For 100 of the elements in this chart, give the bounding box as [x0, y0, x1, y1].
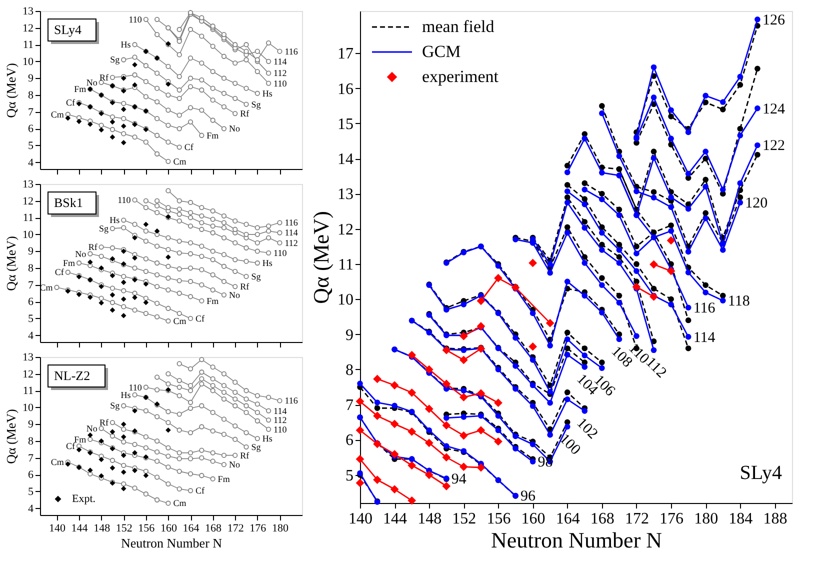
y-tick-label: 10 — [22, 402, 34, 414]
annotation: Rf — [240, 282, 250, 292]
annotation: SLy4 — [740, 462, 782, 484]
y-tick-label: 7 — [28, 106, 34, 118]
annotation: 114 — [284, 228, 298, 238]
annotation: 94 — [451, 471, 467, 488]
annotation: 122 — [762, 138, 785, 154]
x-tick-label: 164 — [556, 510, 580, 528]
y-tick-label: 17 — [338, 46, 354, 63]
annotation: Cf — [184, 142, 194, 152]
annotation: 110 — [128, 382, 142, 392]
annotation: Fm — [74, 434, 86, 444]
x-tick-label: 164 — [182, 522, 200, 534]
annotation: 112 — [274, 415, 287, 426]
x-tick-label: 176 — [250, 522, 267, 534]
y-tick-label: 8 — [28, 90, 34, 102]
y-tick-label: 16 — [338, 80, 354, 98]
annotation: Hs — [262, 258, 273, 268]
y-axis-title: Qα (MeV) — [4, 63, 18, 118]
x-tick-label: 160 — [521, 510, 546, 528]
annotation: 120 — [745, 196, 768, 212]
annotation: Sg — [251, 271, 262, 282]
x-tick-label: 168 — [205, 522, 222, 534]
y-tick-label: 8 — [346, 362, 354, 379]
y-tick-label: 5 — [346, 467, 354, 484]
annotation: Hs — [110, 215, 120, 226]
y-tick-label: 11 — [22, 385, 34, 398]
annotation: Cm — [173, 498, 186, 508]
y-tick-label: 11 — [338, 256, 354, 274]
annotation: 110 — [274, 424, 288, 434]
x-tick-label: 180 — [272, 522, 289, 534]
x-tick-label: 156 — [486, 510, 511, 528]
y-tick-label: 5 — [28, 486, 34, 498]
y-axis-title: Qα (MeV) — [308, 211, 334, 304]
y-axis-title: Qα (MeV) — [4, 409, 18, 464]
y-tick-label: 12 — [338, 221, 354, 238]
legend-label: mean field — [422, 17, 495, 36]
legend-label: GCM — [422, 42, 461, 61]
annotation: 110 — [274, 248, 288, 258]
annotation: Rf — [88, 242, 98, 252]
annotation: No — [86, 423, 98, 434]
y-axis-title: Qα (MeV) — [4, 236, 18, 291]
y-tick-label: 4 — [28, 330, 34, 342]
y-tick-label: 4 — [28, 502, 34, 515]
y-tick-label: 7 — [346, 397, 354, 414]
x-tick-label: 140 — [348, 510, 372, 528]
annotation: SLy4 — [54, 22, 82, 37]
annotation: 116 — [693, 300, 716, 317]
annotation: 112 — [274, 68, 287, 78]
annotation: 110 — [118, 194, 132, 205]
y-tick-label: 8 — [28, 262, 34, 275]
x-axis-title: Neutron Number N — [120, 536, 223, 550]
y-tick-label: 6 — [346, 432, 354, 450]
annotation: 118 — [728, 294, 750, 310]
x-tick-label: 144 — [71, 522, 88, 534]
annotation: Fm — [63, 258, 76, 268]
annotation: 116 — [284, 218, 298, 228]
x-tick-label: 148 — [94, 522, 111, 534]
x-tick-label: 148 — [418, 510, 442, 528]
annotation: Hs — [262, 434, 273, 444]
x-tick-label: 188 — [763, 510, 788, 528]
x-tick-label: 156 — [138, 522, 156, 534]
legend-label: experiment — [422, 67, 499, 86]
y-tick-label: 15 — [338, 116, 354, 133]
annotation: Sg — [110, 54, 120, 65]
y-tick-label: 6 — [28, 469, 34, 482]
annotation: 110 — [274, 78, 288, 88]
annotation: Cf — [54, 267, 64, 278]
annotation: Cf — [196, 313, 205, 324]
y-tick-label: 13 — [22, 178, 34, 190]
annotation: 114 — [693, 330, 716, 346]
annotation: Rf — [240, 108, 250, 119]
y-tick-label: 8 — [28, 436, 34, 448]
y-tick-label: 10 — [22, 228, 34, 241]
y-tick-label: 13 — [22, 6, 34, 18]
annotation: Sg — [110, 400, 120, 411]
annotation: Cf — [66, 98, 76, 108]
annotation: Hs — [120, 390, 132, 400]
x-tick-label: 160 — [160, 522, 178, 534]
annotation: Rf — [99, 418, 108, 428]
annotation: Cm — [50, 109, 64, 120]
y-tick-label: 12 — [22, 22, 34, 34]
annotation: Fm — [206, 296, 219, 306]
annotation: Fm — [74, 84, 86, 94]
annotation: No — [228, 290, 240, 300]
y-tick-label: 9 — [28, 246, 34, 258]
y-tick-label: 4 — [28, 156, 34, 169]
x-tick-label: 140 — [48, 522, 66, 534]
annotation: Rf — [240, 450, 250, 460]
x-tick-label: 180 — [694, 510, 718, 528]
annotation: NL-Z2 — [54, 368, 90, 383]
x-tick-label: 152 — [116, 522, 132, 534]
annotation: No — [228, 460, 240, 470]
annotation: Cm — [173, 316, 186, 326]
legend-label: Expt. — [72, 493, 96, 505]
annotation: 112 — [284, 238, 298, 248]
annotation: 114 — [274, 406, 288, 416]
annotation: 124 — [762, 101, 786, 118]
y-tick-label: 14 — [338, 151, 354, 168]
x-axis-title: Neutron Number N — [490, 528, 662, 552]
